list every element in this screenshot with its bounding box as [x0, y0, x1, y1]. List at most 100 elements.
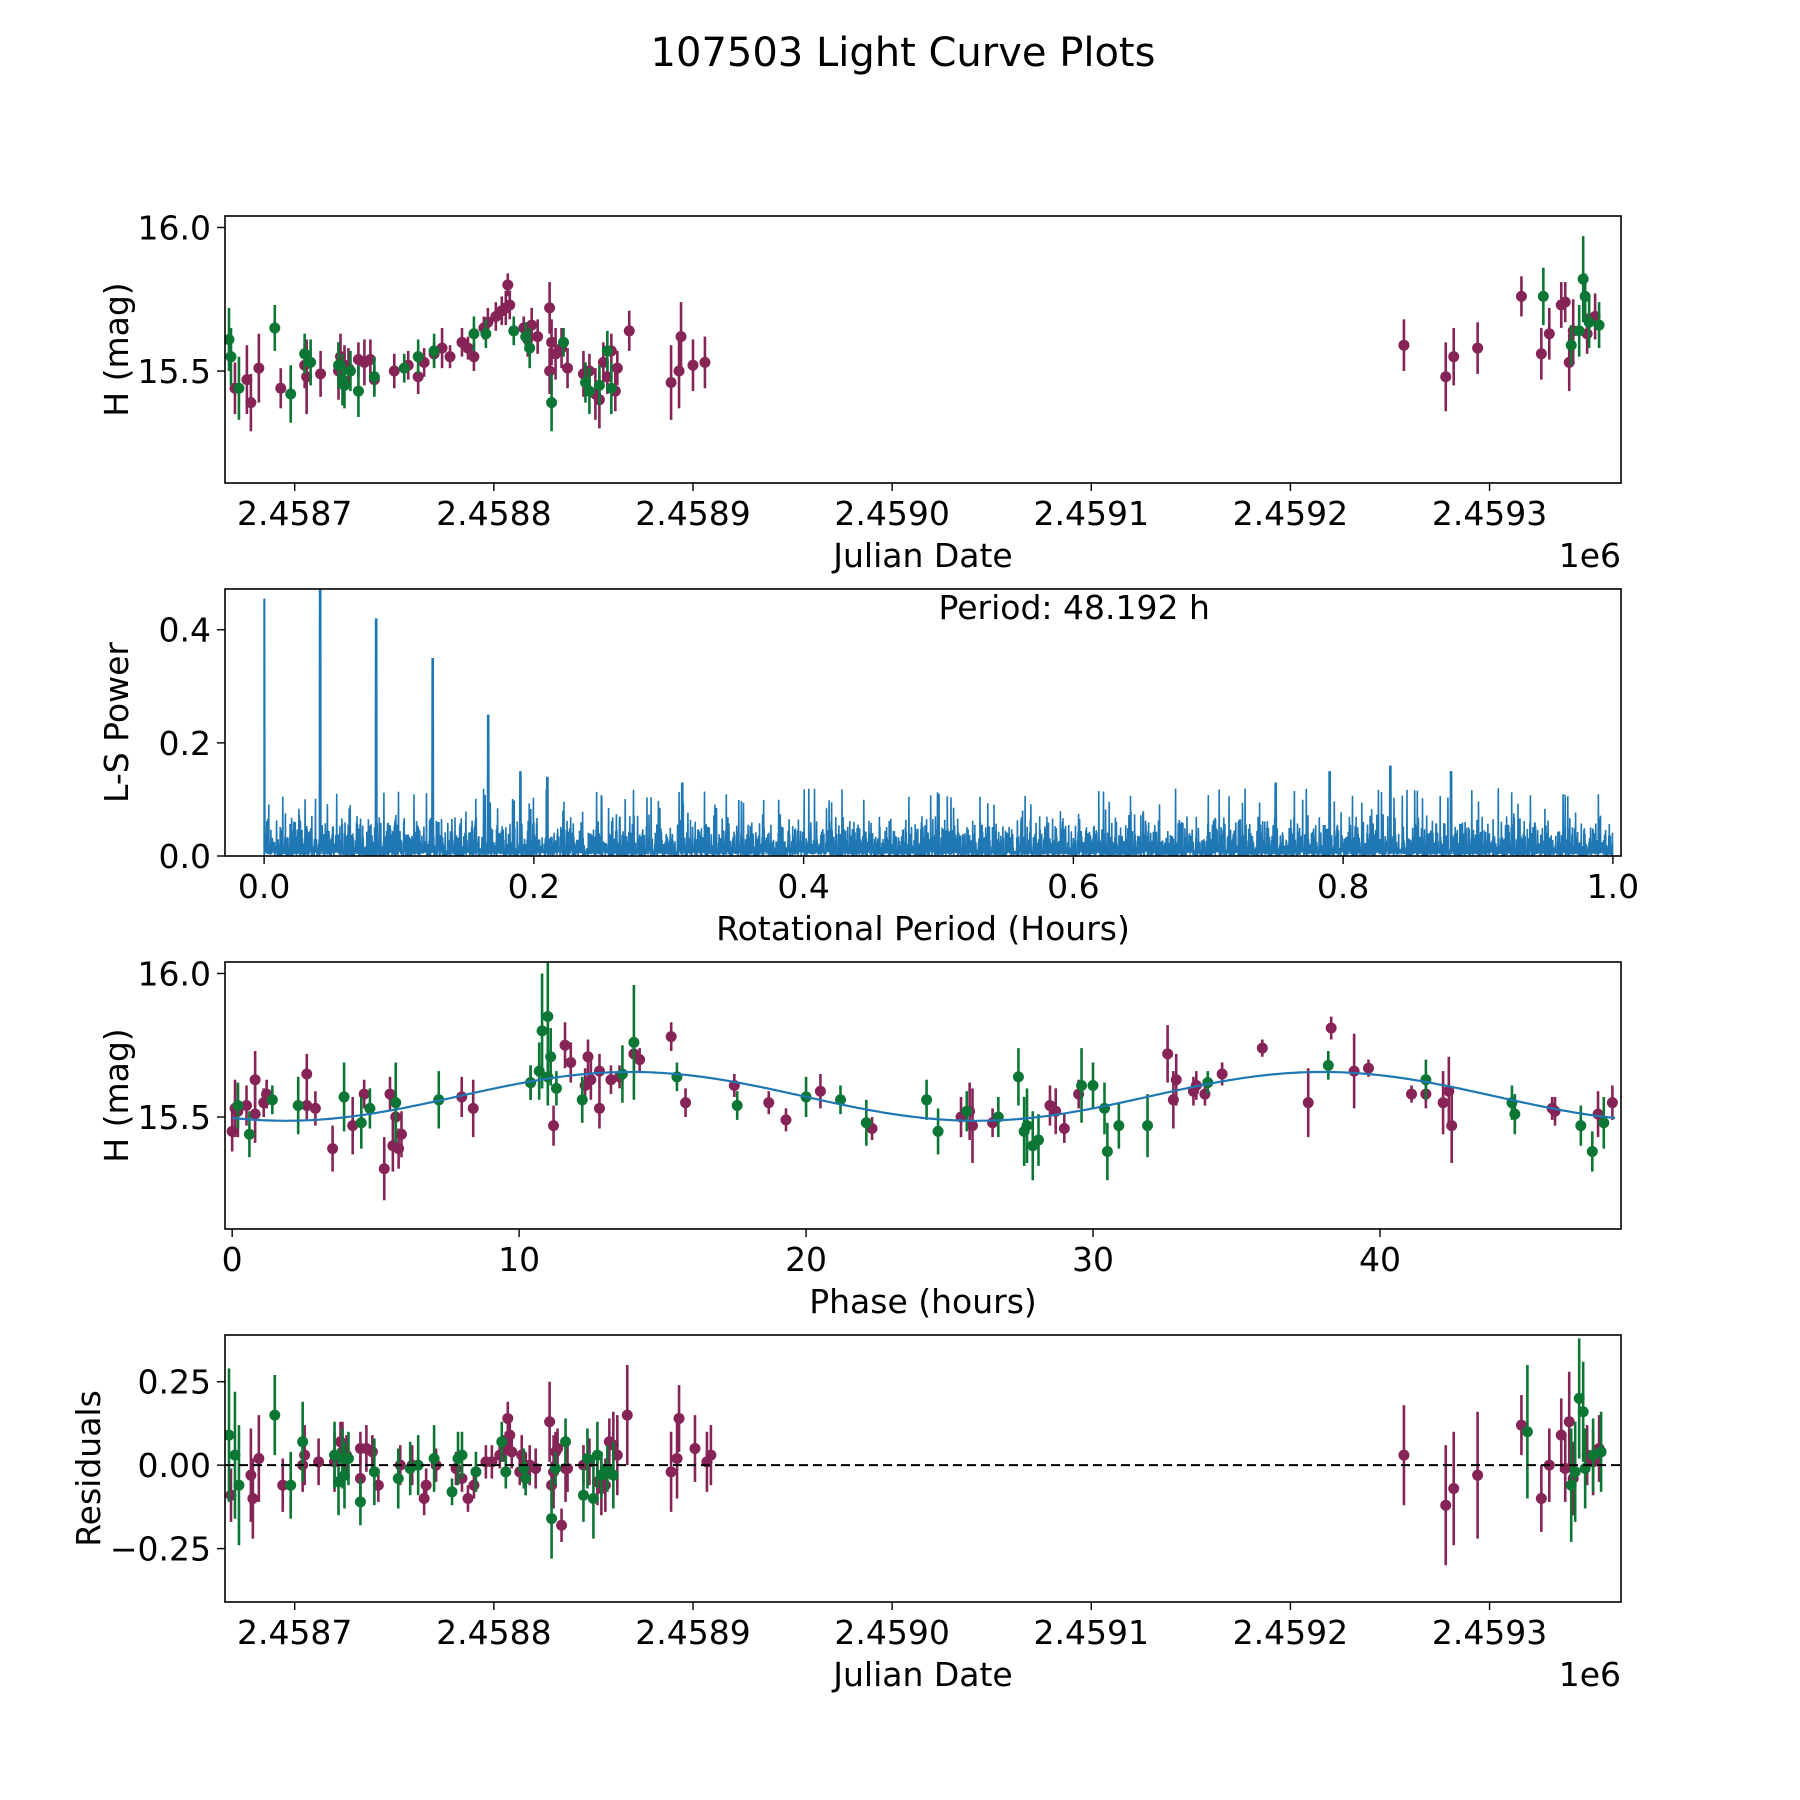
plot-area	[226, 962, 1618, 1201]
axes-frame	[224, 961, 1622, 1230]
data-point	[428, 1452, 440, 1464]
data-point	[249, 1074, 261, 1086]
data-point	[366, 1446, 378, 1458]
data-point	[1683, 417, 1694, 428]
data-point	[398, 362, 410, 374]
data-point	[1440, 1499, 1452, 1511]
x-tick-label: 0.2	[508, 867, 560, 906]
data-point	[232, 1100, 244, 1112]
data-point	[545, 1051, 557, 1063]
x-tick-label: 2.4587	[237, 1613, 352, 1652]
data-point	[673, 1412, 685, 1424]
data-point	[1448, 1483, 1460, 1495]
x-tick-label: 2.4587	[237, 494, 352, 533]
data-point	[504, 299, 516, 311]
x-tick-label: 2.4593	[1432, 494, 1547, 533]
data-point	[1703, 366, 1714, 377]
data-point	[582, 1051, 594, 1063]
data-point	[731, 1100, 743, 1112]
x-offset-label: 1e6	[1559, 1655, 1621, 1694]
x-axis-label: Rotational Period (Hours)	[716, 909, 1130, 948]
data-point	[412, 351, 424, 363]
data-point	[860, 1117, 872, 1129]
data-point	[470, 1466, 482, 1478]
data-point	[297, 1436, 309, 1448]
x-tick-label: 2.4589	[635, 1613, 750, 1652]
data-point	[462, 1493, 474, 1505]
data-point	[583, 385, 595, 397]
series-c	[232, 962, 1610, 1181]
data-point	[1302, 1097, 1314, 1109]
data-point	[577, 1489, 589, 1501]
data-point	[1535, 348, 1547, 360]
data-point	[601, 345, 613, 357]
series-o	[229, 273, 1714, 432]
data-point	[502, 279, 514, 291]
data-point	[266, 1094, 278, 1106]
data-point	[1655, 1503, 1666, 1514]
data-point	[1655, 377, 1666, 388]
data-point	[556, 1519, 568, 1531]
period-annotation: Period: 48.192 h	[939, 588, 1210, 627]
data-point	[315, 368, 327, 380]
x-tick-label: 2.4592	[1233, 494, 1348, 533]
data-point	[1703, 1460, 1714, 1471]
data-point	[468, 351, 480, 363]
x-axis-label: Phase (hours)	[809, 1282, 1037, 1321]
data-point	[1406, 1088, 1418, 1100]
data-point	[506, 1446, 518, 1458]
data-point	[1101, 1145, 1113, 1157]
axes-frame	[224, 1334, 1622, 1603]
data-point	[1593, 319, 1605, 331]
data-point	[1472, 1469, 1484, 1481]
data-point	[412, 371, 424, 383]
data-point	[243, 1128, 255, 1140]
data-point	[428, 345, 440, 357]
x-tick-label: 2.4590	[834, 1613, 949, 1652]
data-point	[500, 1466, 512, 1478]
y-axis-label: H (mag)	[97, 1028, 136, 1162]
data-point	[502, 1412, 514, 1424]
data-point	[233, 1479, 245, 1491]
data-point	[418, 1493, 430, 1505]
data-point	[1639, 1473, 1650, 1484]
data-point	[392, 1473, 404, 1485]
data-point	[456, 1449, 468, 1461]
data-point	[546, 397, 558, 409]
data-point	[536, 1025, 548, 1037]
data-point	[1012, 1071, 1024, 1083]
data-point	[526, 319, 538, 331]
data-point	[607, 1469, 619, 1481]
y-tick-label: 16.0	[138, 208, 211, 247]
data-point	[1322, 1059, 1334, 1071]
data-point	[368, 1466, 380, 1478]
data-point	[665, 1466, 677, 1478]
data-point	[444, 351, 456, 363]
data-point	[550, 1082, 562, 1094]
data-point	[225, 1429, 235, 1441]
data-point	[1087, 1079, 1099, 1091]
data-point	[253, 1452, 265, 1464]
data-point	[247, 1493, 259, 1505]
y-tick-label: −0.25	[110, 1530, 211, 1569]
periodogram-line	[263, 589, 1614, 856]
series-c	[225, 1338, 1607, 1559]
x-tick-label: 2.4590	[834, 494, 949, 533]
plot-area	[225, 236, 1714, 432]
data-point	[1515, 290, 1527, 302]
data-point	[467, 1102, 479, 1114]
data-point	[687, 359, 699, 371]
data-point	[480, 328, 492, 340]
data-point	[1437, 1097, 1449, 1109]
x-tick-label: 40	[1359, 1240, 1401, 1279]
data-point	[565, 1056, 577, 1068]
x-tick-label: 2.4588	[436, 494, 551, 533]
x-tick-label: 0.4	[777, 867, 829, 906]
data-point	[1643, 331, 1654, 342]
data-point	[1398, 1449, 1410, 1461]
data-point	[623, 325, 635, 337]
data-point	[1575, 1120, 1587, 1132]
data-point	[593, 379, 605, 391]
x-tick-label: 20	[785, 1240, 827, 1279]
